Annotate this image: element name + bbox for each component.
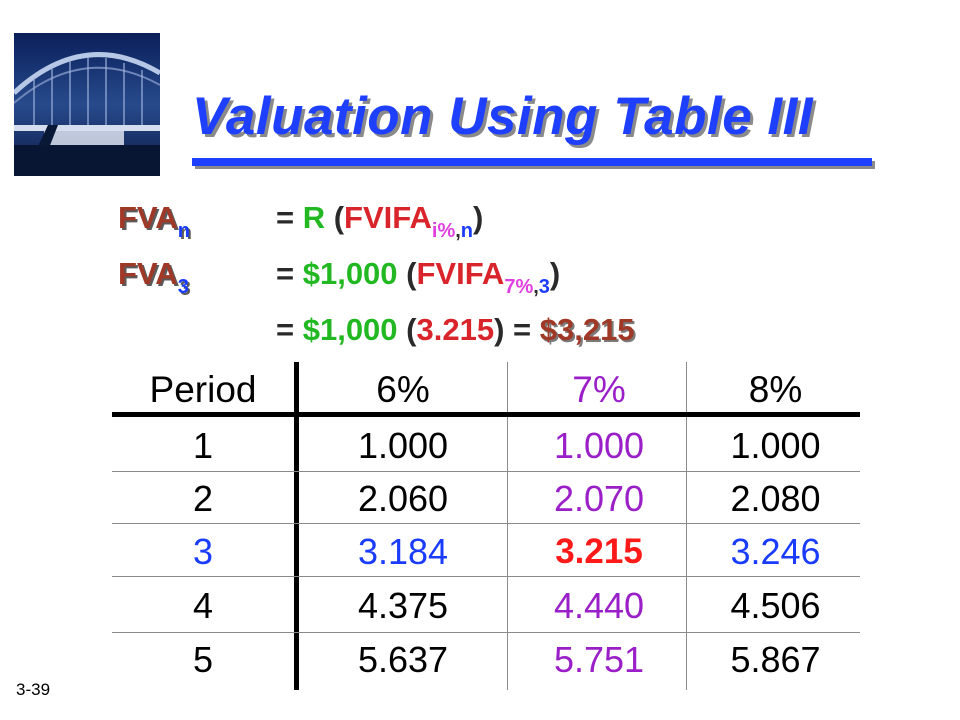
slide-number: 3-39 [16,680,51,699]
bridge-image-icon [14,33,160,176]
table-cell: 5.867 [730,639,821,680]
table-cell: 2.060 [357,478,449,519]
result-value: $3,215 [539,312,635,347]
table-cell: 4.375 [357,585,449,626]
equation-rhs-2: = $1,000 (FVIFA7%,3) [276,256,561,298]
table-row-rule [112,471,860,472]
table-cell: 3.184 [357,531,449,572]
table-header-cell: 7% [572,369,626,410]
table-cell: 1.000 [357,425,449,466]
table-cell: 2.070 [553,478,645,519]
table-cell: 4.440 [553,585,645,626]
table-cell: 4 [192,585,214,626]
table-cell: 5.751 [553,639,645,680]
lhs-fva-n: FVAn [118,200,190,242]
table-cell: 1.000 [553,425,645,466]
table-divider-6 [507,362,508,690]
table-cell: 4.506 [730,585,821,626]
table-cell: 5.637 [357,639,449,680]
title-underline [192,158,872,166]
table-row-rule [112,632,860,633]
fvifa-table: Period 6% 7% 8% 1 1.000 1.000 1.000 2 2.060 2.070 2… [112,362,860,690]
lhs-fva-3: FVA3 [118,256,189,298]
table-divider-period [294,362,299,690]
table-row-rule [112,576,860,577]
table-cell: 3 [192,531,214,572]
table-header-cell: Period [149,369,257,410]
table-cell: 3.246 [730,531,821,572]
table-cell: 2 [192,478,214,519]
table-divider-7 [686,362,687,690]
slide-title: Valuation Using Table III [192,87,814,146]
table-cell: 1 [192,425,214,466]
table-row-rule [112,523,860,524]
table-header-cell: 8% [748,369,803,410]
table-header-cell: 6% [376,369,430,410]
equation-line-1: FVAn [118,200,190,242]
table-cell: 2.080 [730,478,821,519]
bridge-photo [14,33,160,176]
table-cell: 1.000 [730,425,821,466]
table-header-rule [112,412,860,417]
table-cell: 3.215 [555,532,643,571]
table-cell: 5 [192,639,214,680]
equation-rhs-3: = $1,000 (3.215) = $3,215 [276,312,635,347]
equation-line-2: FVA3 [118,256,189,298]
equation-rhs-1: = R (FVIFAi%,n) [276,200,484,242]
